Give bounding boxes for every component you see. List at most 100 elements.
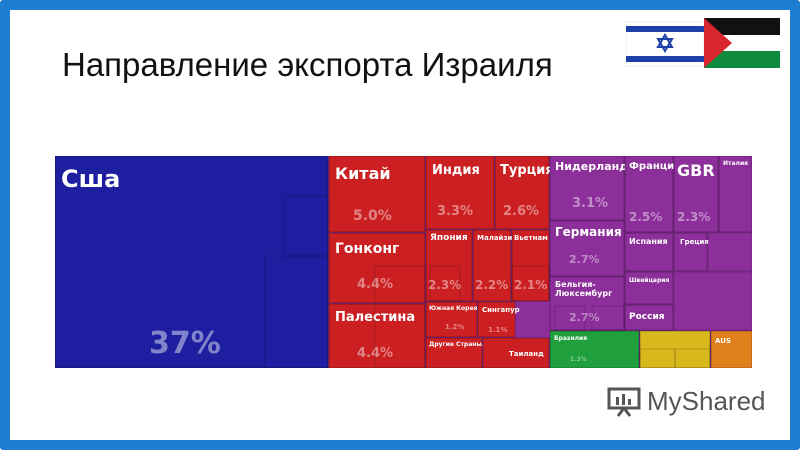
treemap-subdivision: [673, 271, 752, 331]
treemap-value-france: 2.5%: [629, 210, 662, 224]
treemap-subdivision: [429, 265, 461, 302]
treemap-rect-usa: [55, 156, 329, 368]
treemap-label-southkorea: Южная Корея: [429, 305, 478, 312]
treemap-cell-japan: Япония 2.3%: [425, 229, 473, 302]
treemap-cell-italy: Италия: [718, 156, 752, 233]
treemap-label-gbr: GBR: [677, 161, 715, 180]
treemap-rect-india: [425, 156, 495, 230]
treemap-chart: Сша 37% Китай 5.0% Гонконг 4.4% Палестина 4.4% И…: [55, 156, 752, 368]
treemap-subdivision: [374, 265, 426, 368]
treemap-rect-thailand: [482, 337, 550, 368]
treemap-cell-netherlands: Нидерланды 3.1%: [549, 156, 638, 221]
watermark: MyShared: [607, 386, 766, 417]
treemap-label-india: Индия: [432, 163, 480, 178]
palestine-flag: [704, 18, 780, 68]
treemap-label-belgium: Бельгия-Люксембург: [555, 280, 612, 298]
treemap-rect-brazil: [549, 330, 640, 368]
treemap-rect-otherasia: [425, 337, 483, 368]
treemap-cell-russia: Россия: [624, 304, 674, 331]
treemap-rect-germany: [549, 220, 625, 277]
treemap-label-china: Китай: [335, 164, 391, 183]
treemap-label-germany: Германия: [555, 225, 622, 239]
treemap-subdivision: [591, 305, 625, 331]
treemap-rect-singapore: [477, 301, 516, 338]
treemap-value-belgium: 2.7%: [569, 311, 600, 324]
treemap-value-malaysia: 2.2%: [475, 278, 508, 292]
treemap-value-gbr: 2.3%: [677, 210, 710, 224]
treemap-cell-oceania: [639, 330, 711, 368]
treemap-cell-turkey: Турция 2.6%: [494, 156, 554, 230]
treemap-rect-gbr: [673, 156, 719, 233]
treemap-subdivision: [639, 348, 676, 368]
treemap-value-palestine: 4.4%: [357, 346, 393, 361]
presentation-icon: [607, 387, 641, 417]
treemap-value-india: 3.3%: [437, 204, 473, 219]
treemap-rect-greece: [673, 232, 708, 272]
treemap-rect-switzerland: [624, 271, 674, 305]
treemap-rect-japan: [425, 229, 473, 302]
treemap-subdivision: [284, 195, 329, 257]
treemap-subdivision: [674, 348, 711, 368]
treemap-rect-vietnam: [511, 229, 550, 302]
treemap-rect-turkey: [494, 156, 550, 230]
treemap-label-thailand: Таиланд: [509, 350, 544, 358]
treemap-cell-thailand: Таиланд: [482, 337, 550, 368]
treemap-cell-aus: AUS: [710, 330, 752, 368]
treemap-cell-germany: Германия 2.7%: [549, 220, 625, 277]
treemap-cell-greece: Греция: [673, 232, 709, 272]
treemap-cell-france: Франция 2.5%: [624, 156, 681, 233]
treemap-cell-singapore: Сингапур 1.1%: [477, 301, 520, 338]
treemap-rect-italy: [718, 156, 752, 233]
treemap-cell-palestine: Палестина 4.4%: [328, 303, 426, 368]
slide-title: Направление экспорта Израиля: [62, 46, 553, 83]
treemap-rect-malaysia: [472, 229, 512, 302]
treemap-subdivision: [511, 265, 550, 302]
treemap-cell-otherasia: Другие Страны...: [425, 337, 489, 368]
treemap-label-otherasia: Другие Страны...: [429, 341, 489, 348]
treemap-value-turkey: 2.6%: [503, 204, 539, 219]
treemap-subdivision: [554, 305, 586, 331]
treemap-label-italy: Италия: [723, 160, 748, 167]
israel-flag: [626, 21, 705, 67]
treemap-rect-netherlands: [549, 156, 625, 221]
flags: [626, 18, 780, 68]
treemap-cell-china: Китай 5.0%: [328, 156, 426, 233]
treemap-label-singapore: Сингапур: [482, 306, 520, 314]
treemap-subdivision: [264, 255, 329, 368]
treemap-value-netherlands: 3.1%: [572, 196, 608, 211]
treemap-cell-hongkong: Гонконг 4.4%: [328, 232, 426, 304]
treemap-cell-switzerland: Швейцария: [624, 271, 674, 305]
treemap-rect-belgium: [549, 276, 625, 331]
treemap-cell-vietnam: Вьетнам 2.1%: [511, 229, 550, 302]
treemap-rect-southkorea: [425, 301, 478, 338]
treemap-rect-aus: [710, 330, 752, 368]
treemap-rect-palestine: [328, 303, 426, 368]
watermark-text: MyShared: [647, 386, 766, 416]
treemap-rect-china: [328, 156, 426, 233]
treemap-rect-russia: [624, 304, 674, 331]
treemap-cell-usa: Сша 37%: [55, 156, 329, 368]
treemap-value-singapore: 1.1%: [488, 326, 507, 334]
treemap-label-france: Франция: [629, 161, 681, 172]
treemap-label-japan: Япония: [430, 233, 468, 243]
treemap-label-brazil: Бразилия: [554, 335, 587, 342]
treemap-cell-spain: Испания: [624, 232, 674, 272]
treemap-label-palestine: Палестина: [335, 310, 415, 325]
treemap-label-aus: AUS: [715, 337, 731, 345]
treemap-rect-oceania: [639, 330, 711, 368]
treemap-label-netherlands: Нидерланды: [555, 160, 638, 173]
treemap-label-hongkong: Гонконг: [335, 241, 399, 257]
treemap-cell-gbr: GBR 2.3%: [673, 156, 719, 233]
treemap-value-japan: 2.3%: [428, 278, 461, 292]
treemap-label-usa: Сша: [61, 165, 120, 193]
treemap-cell-india: Индия 3.3%: [425, 156, 495, 230]
treemap-label-malaysia: Малайзия: [477, 234, 517, 242]
treemap-value-usa: 37%: [149, 326, 221, 361]
treemap-subdivision: [707, 232, 752, 272]
treemap-label-switzerland: Швейцария: [629, 277, 669, 284]
treemap-value-germany: 2.7%: [569, 253, 600, 266]
treemap-value-vietnam: 2.1%: [514, 278, 547, 292]
treemap-label-vietnam: Вьетнам: [514, 234, 548, 242]
treemap-cell-brazil: Бразилия 1.3%: [549, 330, 640, 368]
treemap-label-spain: Испания: [629, 237, 668, 246]
